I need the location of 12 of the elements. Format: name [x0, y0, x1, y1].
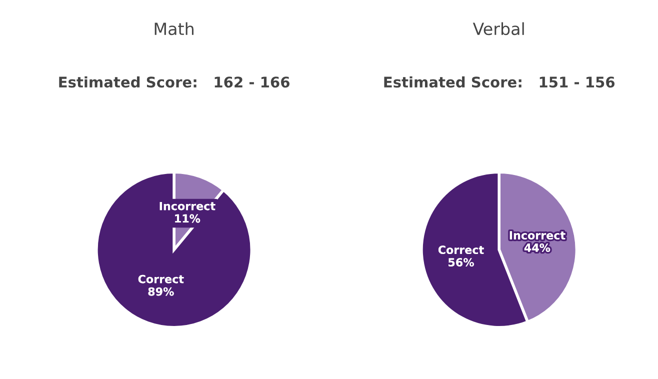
slice-label: Incorrect: [160, 202, 216, 210]
slice-label: Incorrect: [510, 231, 566, 240]
slice-label: Correct: [438, 246, 484, 254]
data-label: 56%: [448, 258, 474, 266]
data-label: 44%: [524, 244, 550, 252]
data-label: 11%: [175, 214, 200, 223]
slice-label: Correct: [138, 274, 184, 284]
chart-title: Verbal: [472, 22, 524, 36]
data-label: 89%: [148, 287, 174, 296]
chart-subtitle: Estimated Score: 162 - 166: [59, 76, 290, 88]
chart-subtitle: Estimated Score: 151 - 156: [384, 76, 615, 88]
chart-title: Math: [154, 22, 194, 36]
